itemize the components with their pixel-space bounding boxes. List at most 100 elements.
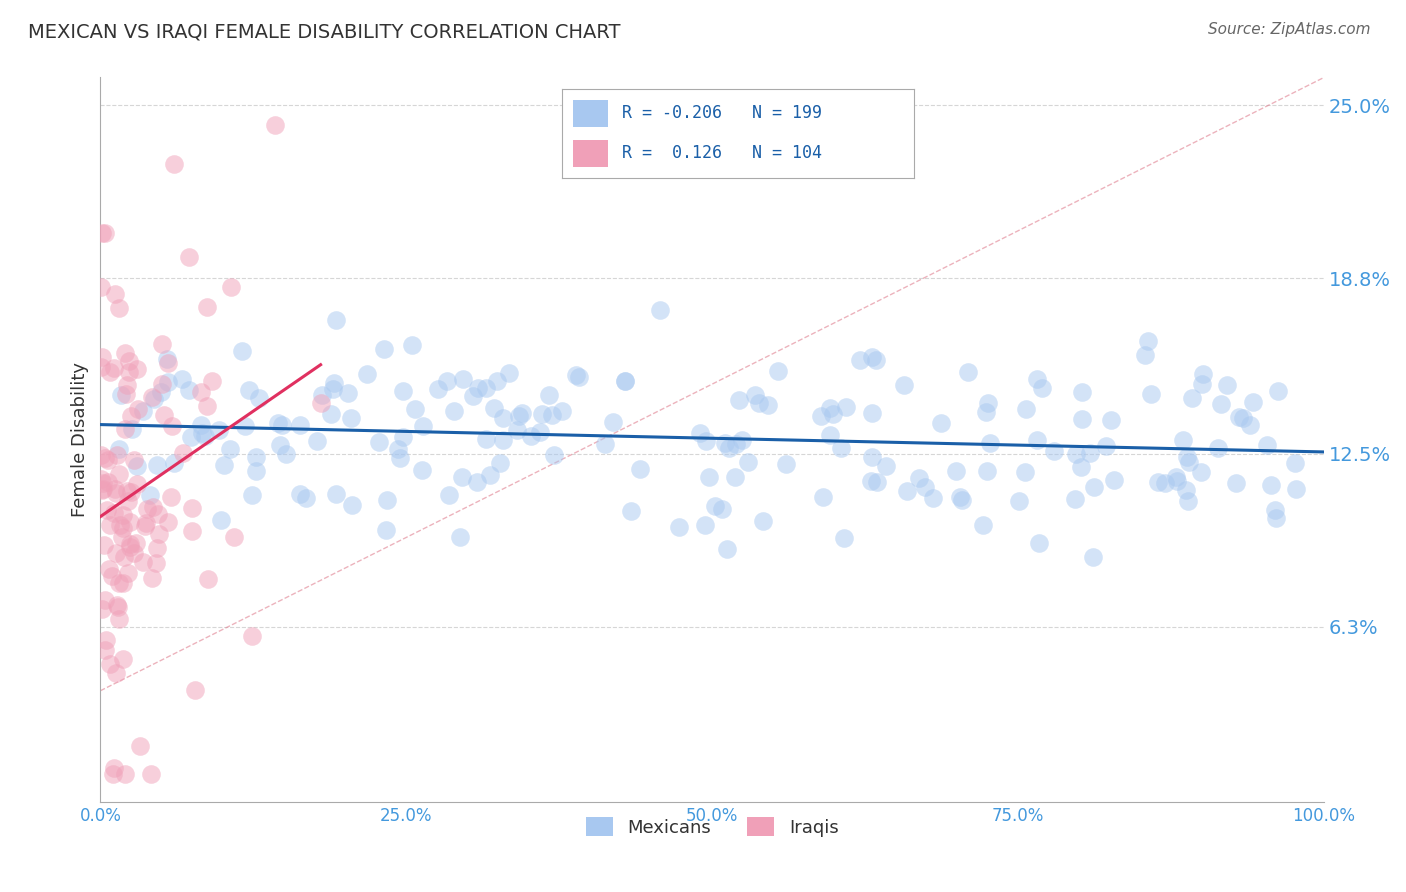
Point <box>1264 511 1286 525</box>
Point <box>112 508 135 522</box>
Point <box>648 303 671 318</box>
Point <box>212 458 235 473</box>
Point <box>945 464 967 478</box>
Point <box>160 418 183 433</box>
Point <box>115 378 138 392</box>
Point <box>120 485 142 500</box>
Point <box>1043 444 1066 458</box>
Point <box>105 486 128 500</box>
Point <box>1104 473 1126 487</box>
Point <box>100 569 122 583</box>
Point <box>90 483 112 498</box>
Point <box>976 464 998 478</box>
Point <box>520 429 543 443</box>
Point <box>950 493 973 508</box>
Point <box>1099 413 1122 427</box>
Point <box>731 433 754 447</box>
Point <box>1174 483 1197 497</box>
Point <box>1211 397 1233 411</box>
Point <box>529 425 551 440</box>
Point <box>818 427 841 442</box>
Point <box>752 514 775 528</box>
Point <box>121 422 143 436</box>
Point <box>125 361 148 376</box>
Point <box>1153 475 1175 490</box>
Point <box>860 450 883 464</box>
Point <box>194 429 217 443</box>
Point <box>276 447 298 461</box>
Point <box>914 480 936 494</box>
Point <box>104 286 127 301</box>
Point <box>498 366 520 380</box>
Point <box>163 157 186 171</box>
Point <box>90 602 112 616</box>
Text: MEXICAN VS IRAQI FEMALE DISABILITY CORRELATION CHART: MEXICAN VS IRAQI FEMALE DISABILITY CORRE… <box>28 22 620 41</box>
Point <box>907 471 929 485</box>
Point <box>1256 437 1278 451</box>
Point <box>724 470 747 484</box>
Point <box>689 425 711 440</box>
Point <box>1070 384 1092 399</box>
Point <box>103 761 125 775</box>
Point <box>537 387 560 401</box>
Point <box>693 518 716 533</box>
Point <box>118 536 141 550</box>
Point <box>98 365 121 379</box>
Point <box>1267 384 1289 399</box>
Bar <box>574 140 607 167</box>
Point <box>90 359 112 374</box>
Point <box>1191 377 1213 392</box>
Point <box>1216 378 1239 392</box>
Point <box>412 419 434 434</box>
Point <box>157 375 180 389</box>
Point <box>1014 465 1036 479</box>
Point <box>98 657 121 671</box>
Point <box>100 517 122 532</box>
Point <box>132 404 155 418</box>
Point <box>467 475 489 489</box>
Point <box>125 477 148 491</box>
Point <box>866 475 889 489</box>
Point <box>136 501 159 516</box>
Point <box>132 555 155 569</box>
Point <box>90 226 112 240</box>
Point <box>510 406 533 420</box>
Point <box>387 442 409 456</box>
Point <box>1260 477 1282 491</box>
Point <box>107 301 129 315</box>
Point <box>811 490 834 504</box>
Point <box>768 364 790 378</box>
Point <box>295 491 318 505</box>
Point <box>208 424 231 438</box>
Point <box>270 418 292 433</box>
Point <box>222 530 245 544</box>
Point <box>150 385 173 400</box>
Point <box>1095 439 1118 453</box>
Point <box>91 482 114 496</box>
Point <box>103 767 125 781</box>
Point <box>180 524 202 538</box>
Point <box>127 459 149 474</box>
Point <box>1015 401 1038 416</box>
Point <box>1177 455 1199 469</box>
Point <box>111 521 134 535</box>
Point <box>98 562 121 576</box>
Point <box>449 530 471 544</box>
Point <box>875 459 897 474</box>
Point <box>1083 480 1105 494</box>
Point <box>374 523 396 537</box>
Point <box>1081 550 1104 565</box>
Point <box>97 453 120 467</box>
Point <box>190 417 212 432</box>
Point <box>114 767 136 781</box>
Point <box>233 419 256 434</box>
Point <box>568 369 591 384</box>
Point <box>157 356 180 370</box>
Point <box>368 434 391 449</box>
Point <box>619 504 641 518</box>
Point <box>197 572 219 586</box>
Point <box>541 408 564 422</box>
Point <box>976 395 998 409</box>
Point <box>115 484 138 499</box>
Point <box>896 484 918 499</box>
